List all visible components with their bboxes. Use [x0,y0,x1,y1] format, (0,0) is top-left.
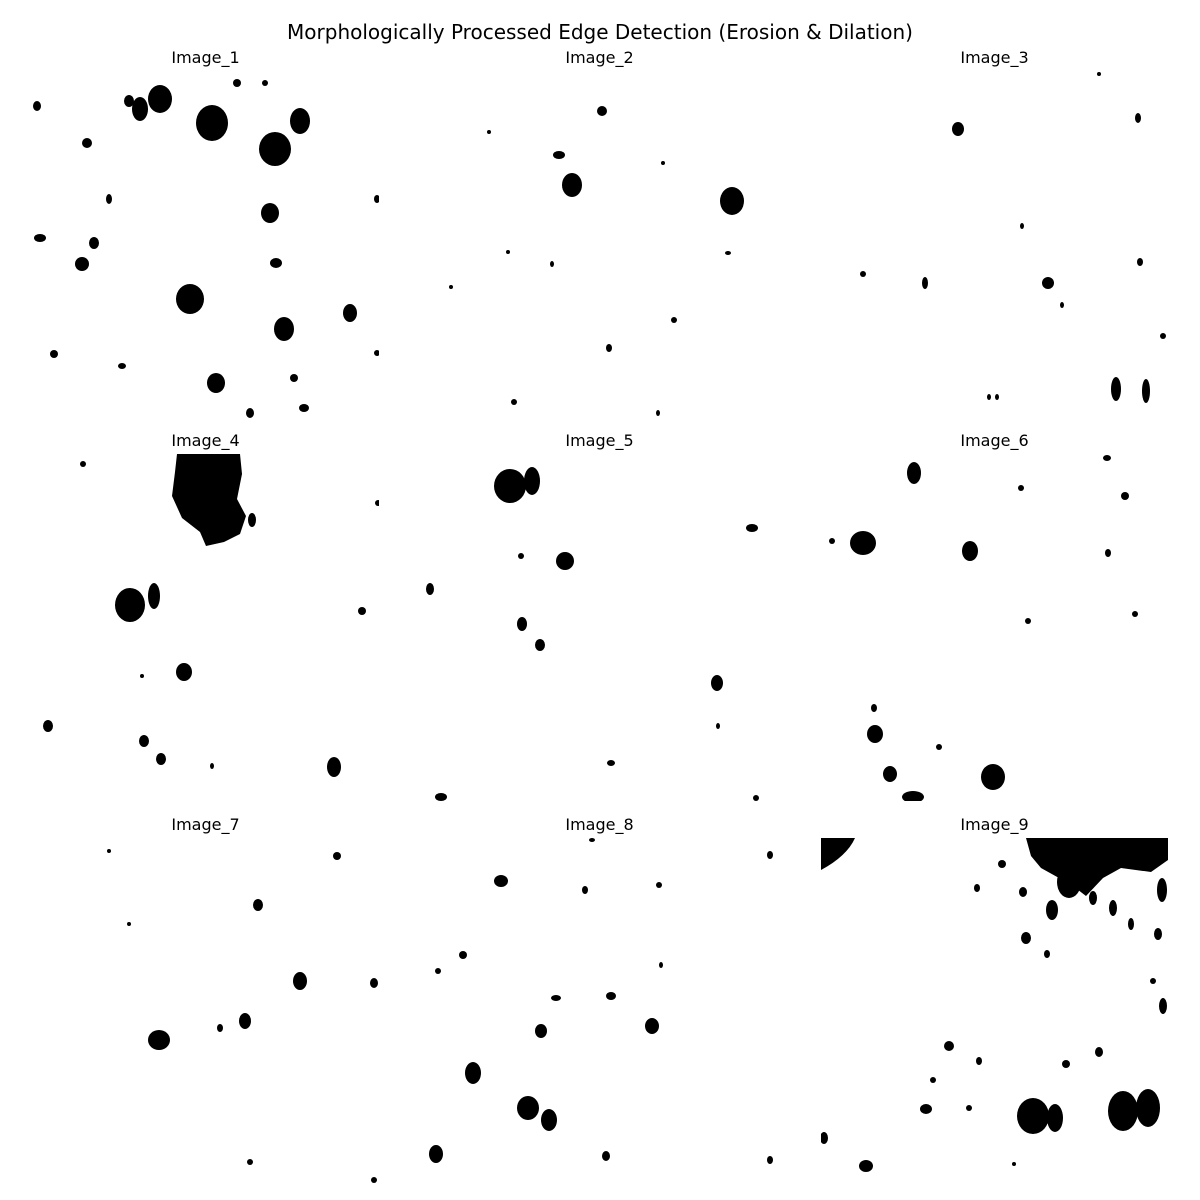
panel-image-8 [426,838,773,1185]
panel-title-5: Image_5 [565,431,634,450]
binary-image-9 [821,838,1168,1172]
panel-title-4: Image_4 [171,431,240,450]
figure-title: Morphologically Processed Edge Detection… [287,20,913,44]
panel-image-7 [32,838,379,1185]
binary-image-7 [107,849,378,1183]
panel-title-2: Image_2 [565,48,634,67]
panel-image-4 [32,454,379,801]
binary-image-4 [43,454,379,777]
panel-title-7: Image_7 [171,815,240,834]
panel-title-9: Image_9 [960,815,1029,834]
panel-image-2 [426,71,773,418]
binary-image-5 [426,467,759,801]
binary-image-1 [33,79,379,418]
binary-image-2 [449,106,744,416]
panel-title-3: Image_3 [960,48,1029,67]
panel-title-1: Image_1 [171,48,240,67]
panel-image-5 [426,454,773,801]
panel-image-6 [821,454,1168,801]
panel-image-9 [821,838,1168,1185]
panel-image-3 [821,71,1168,418]
panel-title-6: Image_6 [960,431,1029,450]
panel-image-1 [32,71,379,418]
binary-image-3 [860,72,1166,403]
binary-image-8 [429,838,773,1164]
binary-image-6 [829,455,1138,801]
panel-title-8: Image_8 [565,815,634,834]
